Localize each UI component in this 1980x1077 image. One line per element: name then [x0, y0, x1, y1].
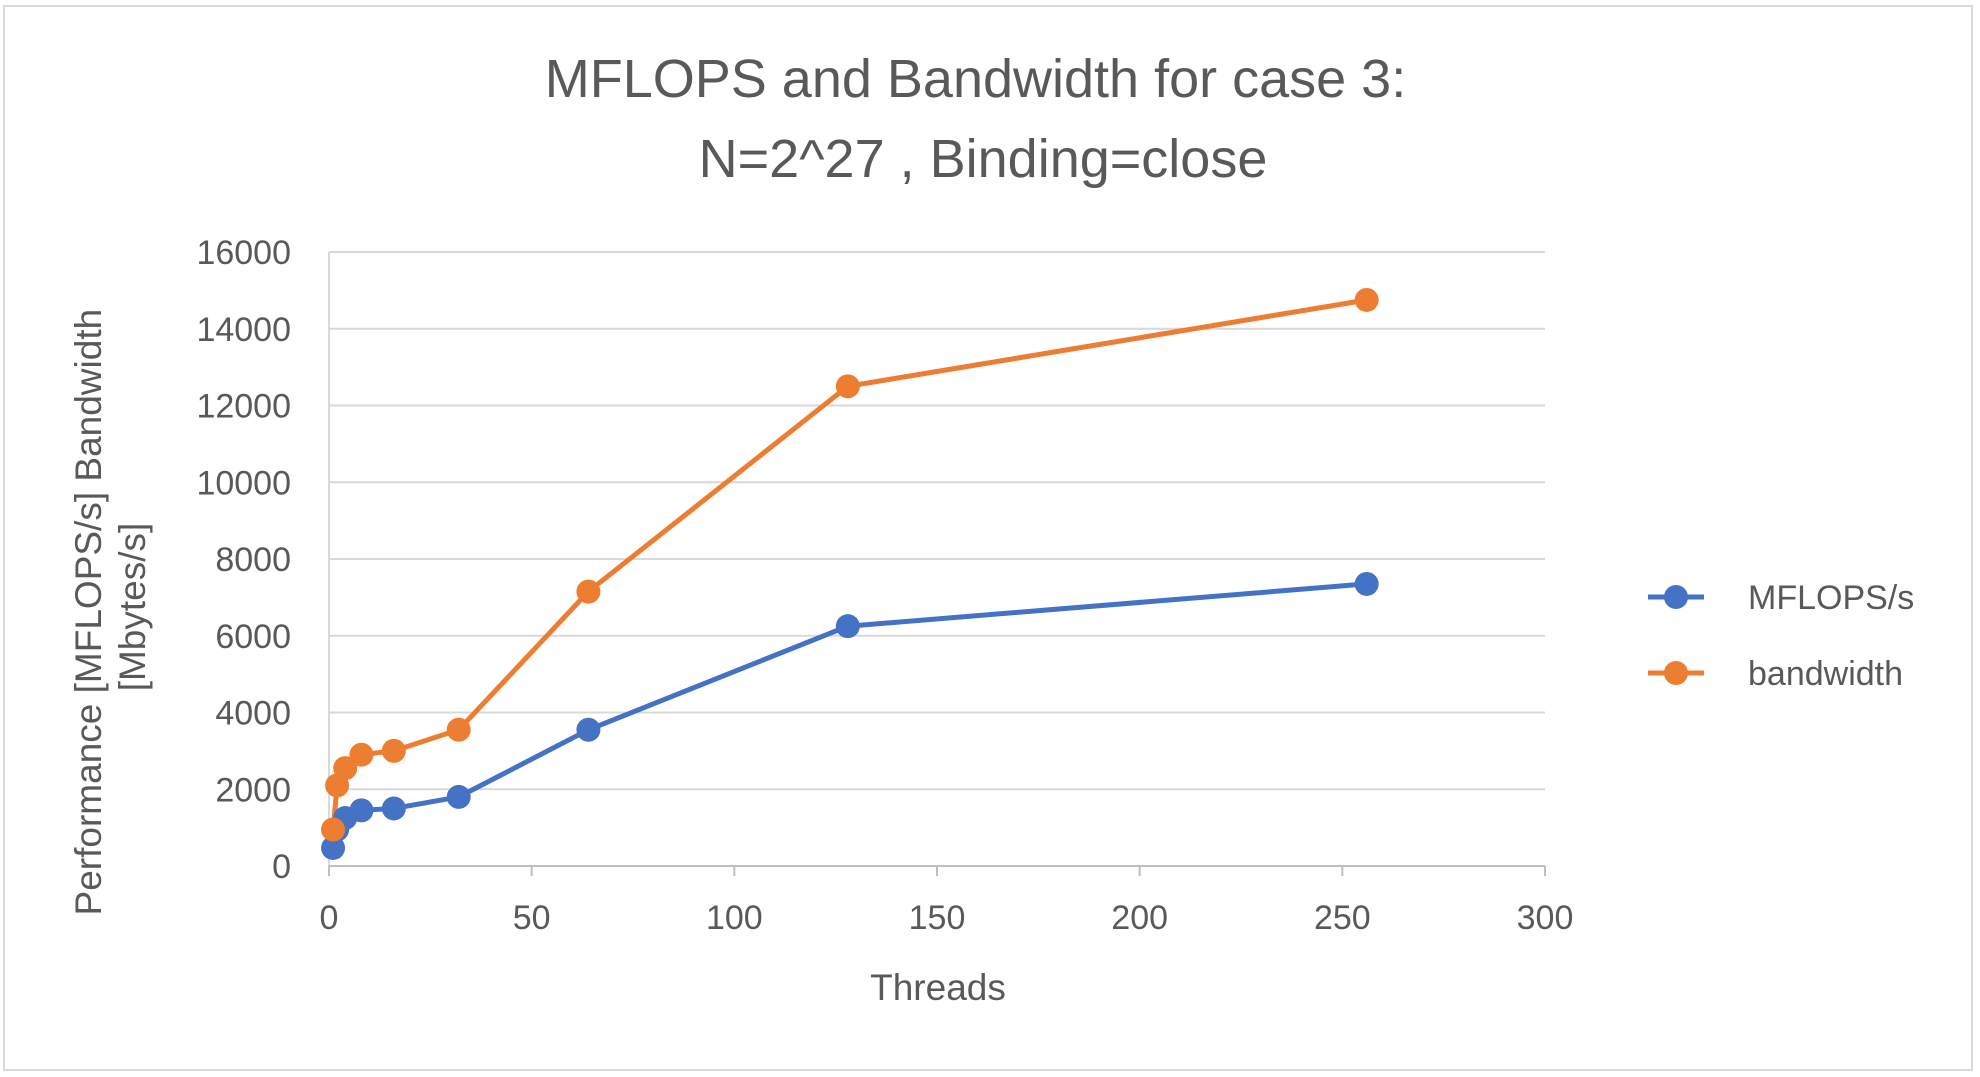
data-point [446, 717, 471, 742]
y-tick-label: 0 [272, 848, 291, 886]
y-tick-label: 4000 [215, 695, 291, 733]
y-tick-label: 10000 [196, 464, 291, 502]
data-point [349, 742, 374, 767]
data-point [333, 756, 358, 781]
legend-label: bandwidth [1748, 655, 1903, 693]
chart-title-line-1: MFLOPS and Bandwidth for case 3: [545, 49, 1406, 109]
chart-frame [3, 5, 1973, 1071]
data-point [381, 738, 406, 763]
legend-label: MFLOPS/s [1748, 579, 1914, 617]
y-axis-title: Performance [MFLOPS/s] Bandwidth [Mbytes… [68, 299, 153, 916]
data-point [576, 579, 601, 604]
x-tick-label: 200 [1111, 899, 1168, 937]
x-axis-tick-labels: 0 50 100 150 200 250 300 [320, 899, 1574, 937]
y-axis-title-line-1: Performance [MFLOPS/s] Bandwidth [68, 309, 109, 916]
chart-title-line-2: N=2^27 , Binding=close [699, 129, 1268, 189]
data-point [835, 614, 860, 639]
data-point [446, 784, 471, 809]
legend-swatch-marker [1664, 661, 1688, 685]
legend-swatch-marker [1664, 585, 1688, 609]
legend: MFLOPS/s bandwidth [1648, 579, 1914, 693]
data-point [381, 796, 406, 821]
chart-title: MFLOPS and Bandwidth for case 3: N=2^27 … [545, 49, 1421, 189]
x-tick-label: 100 [706, 899, 763, 937]
legend-item-1: bandwidth [1648, 655, 1903, 693]
x-tick-label: 300 [1517, 899, 1574, 937]
x-tick-label: 250 [1314, 899, 1371, 937]
gridlines [329, 251, 1545, 791]
data-point [835, 374, 860, 399]
data-point [576, 717, 601, 742]
x-tick-label: 0 [320, 899, 339, 937]
x-tick-label: 50 [513, 899, 551, 937]
series-layer [321, 287, 1379, 860]
legend-item-0: MFLOPS/s [1648, 579, 1914, 617]
y-axis-title-line-2: [Mbytes/s] [112, 523, 153, 692]
y-tick-label: 12000 [196, 388, 291, 426]
data-point [349, 798, 374, 823]
y-tick-label: 8000 [215, 541, 291, 579]
data-point [321, 817, 346, 842]
y-axis-tick-labels: 0 2000 4000 6000 8000 10000 12000 14000 16000 [196, 234, 291, 886]
y-tick-label: 6000 [215, 618, 291, 656]
y-tick-label: 16000 [196, 234, 291, 272]
data-point [1354, 571, 1379, 596]
x-tick-label: 150 [909, 899, 966, 937]
y-tick-label: 14000 [196, 311, 291, 349]
data-point [321, 835, 346, 860]
x-axis-title: Threads [870, 967, 1006, 1008]
axes [328, 252, 1546, 876]
y-tick-label: 2000 [215, 771, 291, 809]
data-point [1354, 287, 1379, 312]
